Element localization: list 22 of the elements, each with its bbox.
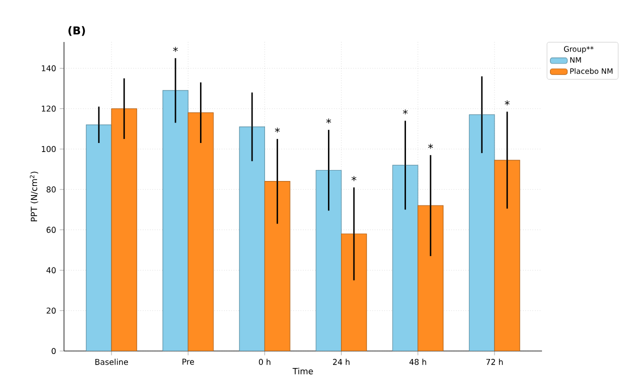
y-axis-title: PPT (N/cm$^{2}$) (30, 172, 38, 222)
annotation: * (428, 144, 433, 149)
bar (392, 164, 418, 351)
x-axis-title: Time (292, 368, 313, 374)
annotation: * (504, 100, 510, 106)
annotation: * (173, 46, 178, 52)
bar (316, 170, 342, 351)
annotation: * (274, 128, 280, 133)
bar (418, 205, 444, 351)
bar (494, 160, 520, 351)
bar (162, 90, 188, 351)
bar (86, 124, 112, 351)
bar (341, 234, 367, 351)
annotation: * (352, 176, 356, 182)
bar (264, 181, 290, 351)
bar (468, 114, 495, 351)
annotation: * (402, 109, 408, 114)
bar (188, 112, 214, 351)
annotation: * (326, 118, 332, 124)
bar (239, 126, 266, 351)
bar (111, 108, 138, 351)
chart-title: (B) (68, 26, 85, 36)
